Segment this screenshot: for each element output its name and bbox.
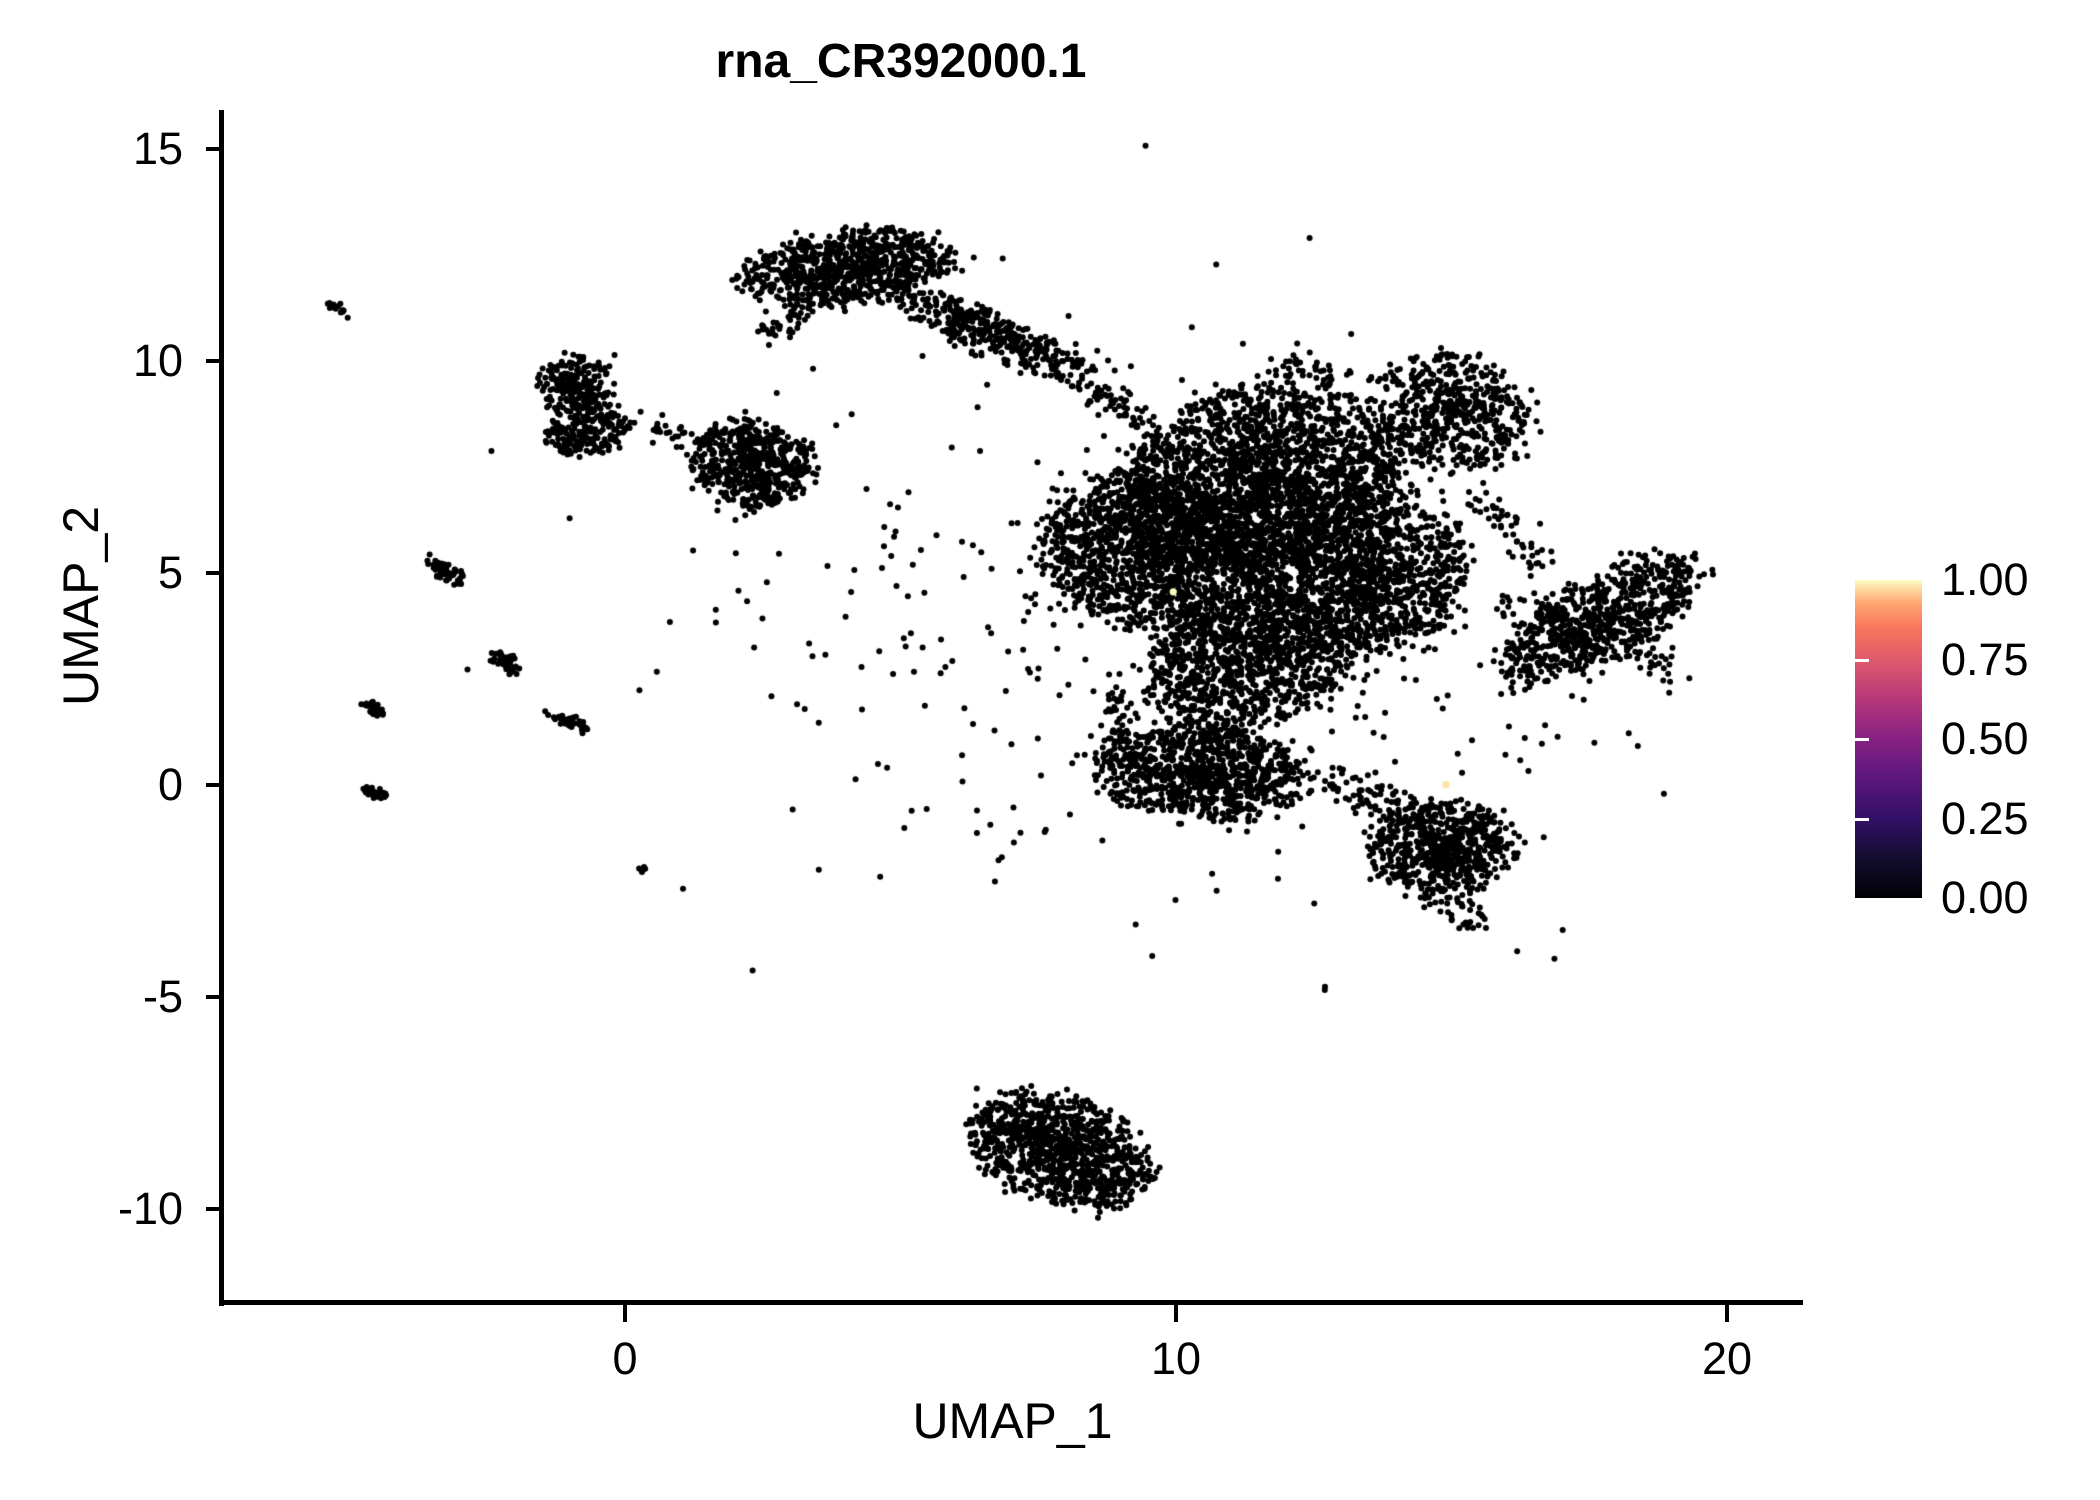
y-axis-line [219,110,224,1306]
scatter-points-canvas [223,110,1802,1303]
colorbar-tick-mark [2071,658,2085,662]
y-axis-title-wrapper: UMAP_2 [30,506,109,766]
x-tick-mark [1174,1305,1178,1322]
x-axis-line [219,1300,1803,1305]
colorbar-tick-label: 0.75 [1941,633,2029,685]
y-tick-mark [206,147,223,151]
y-tick-mark [206,782,223,787]
x-tick-label: 0 [612,1333,638,1384]
y-tick-label: 0 [157,758,183,810]
y-tick-mark [206,358,223,363]
colorbar-legend[interactable]: 0.00 0.25 0.50 0.75 1.00 [1855,554,2085,923]
y-axis-title: UMAP_2 [53,505,109,706]
y-tick-mark [206,1206,223,1211]
x-tick-mark [623,1305,627,1322]
y-tick-label: -10 [117,1182,183,1234]
page-title: rna_CR392000.1 [715,35,1087,88]
y-tick-mark [206,994,223,999]
y-tick-label: -5 [142,970,183,1022]
x-tick-label: 10 [1150,1333,1202,1384]
x-tick-mark [1725,1305,1729,1322]
colorbar-tick-mark [1855,658,1869,662]
colorbar-tick-mark [1855,738,1869,741]
colorbar-tick-label: 0.00 [1941,872,2029,923]
x-axis-title: UMAP_1 [912,1393,1113,1449]
colorbar-tick-label: 0.50 [1941,713,2029,764]
colorbar-tick-mark [1855,817,1869,821]
colorbar-tick-mark [2071,817,2085,821]
y-tick-label: 15 [132,123,183,174]
colorbar-tick-mark [2071,738,2085,741]
colorbar-tick-label: 1.00 [1941,554,2029,605]
y-tick-mark [206,570,223,575]
y-tick-label: 10 [132,334,183,386]
y-tick-label: 5 [157,546,183,598]
colorbar-tick-label: 0.25 [1941,792,2029,844]
x-tick-label: 20 [1701,1333,1753,1384]
scatter-plot-panel[interactable] [223,110,1802,1303]
